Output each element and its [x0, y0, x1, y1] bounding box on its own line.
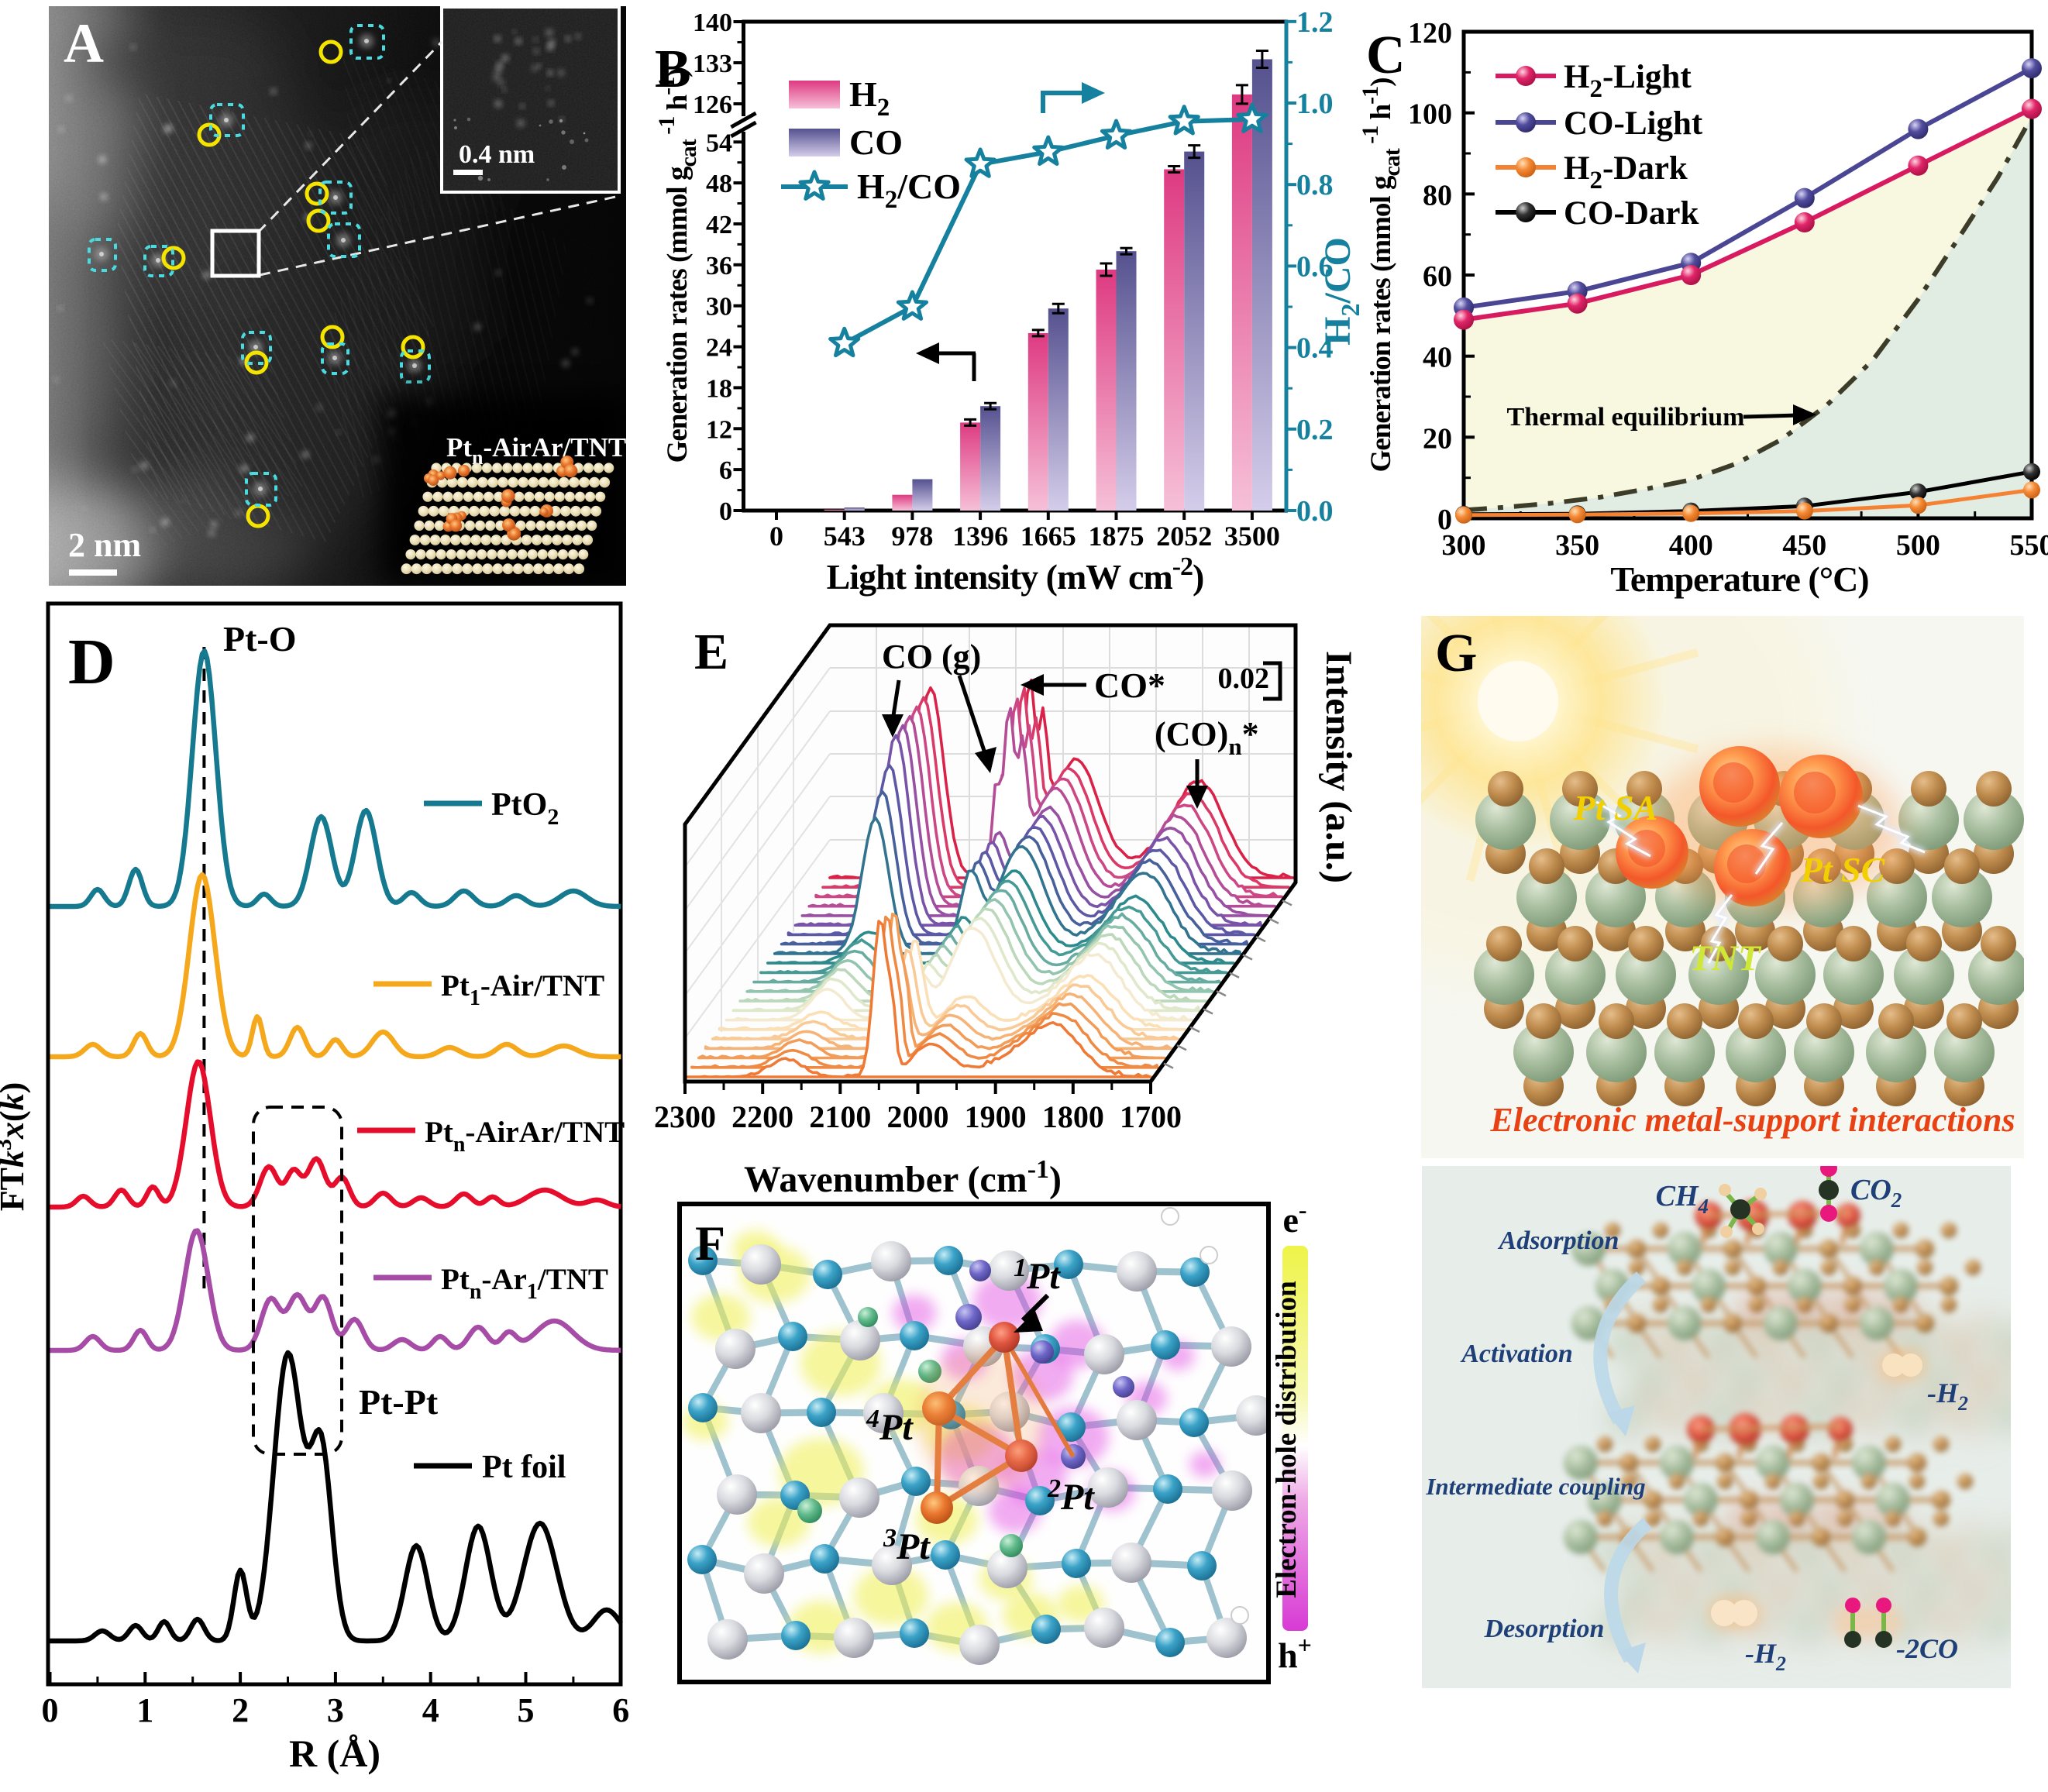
- svg-text:2300: 2300: [654, 1099, 716, 1134]
- svg-text:500: 500: [1896, 529, 1940, 562]
- svg-text:0.4: 0.4: [1296, 332, 1334, 365]
- svg-text:18: 18: [706, 374, 732, 403]
- svg-text:Activation: Activation: [1460, 1340, 1573, 1368]
- svg-text:R (Å): R (Å): [289, 1732, 380, 1775]
- svg-text:30: 30: [706, 293, 732, 322]
- svg-text:CO*: CO*: [1094, 666, 1165, 705]
- svg-text:0.02: 0.02: [1218, 662, 1270, 695]
- svg-text:1800: 1800: [1042, 1099, 1104, 1134]
- svg-text:CO (g): CO (g): [882, 638, 981, 676]
- svg-text:80: 80: [1423, 179, 1452, 212]
- svg-text:5: 5: [518, 1691, 535, 1729]
- svg-text:1700: 1700: [1120, 1099, 1182, 1134]
- svg-text:H2/CO: H2/CO: [1317, 237, 1365, 346]
- svg-text:C: C: [1366, 26, 1406, 85]
- svg-text:0.0: 0.0: [1296, 495, 1334, 528]
- svg-text:2052: 2052: [1156, 521, 1212, 552]
- svg-text:4: 4: [422, 1691, 439, 1729]
- svg-text:FTk3x(k): FTk3x(k): [0, 1082, 31, 1212]
- svg-text:6: 6: [612, 1691, 629, 1729]
- svg-text:Intensity (a.u.): Intensity (a.u.): [1318, 651, 1359, 883]
- svg-text:54: 54: [706, 129, 732, 157]
- svg-text:0.4 nm: 0.4 nm: [459, 140, 535, 169]
- svg-text:40: 40: [1423, 342, 1452, 374]
- svg-text:1.0: 1.0: [1296, 88, 1334, 120]
- svg-text:0.6: 0.6: [1296, 250, 1334, 283]
- svg-text:36: 36: [706, 252, 732, 280]
- svg-text:1.2: 1.2: [1296, 6, 1334, 39]
- svg-text:550: 550: [2010, 529, 2048, 562]
- svg-text:Electronic metal-support inter: Electronic metal-support interactions: [1489, 1101, 2015, 1139]
- svg-text:3500: 3500: [1224, 521, 1280, 552]
- svg-text:G: G: [1435, 624, 1477, 683]
- svg-text:140: 140: [693, 9, 732, 37]
- svg-text:1900: 1900: [965, 1099, 1027, 1134]
- svg-text:2100: 2100: [809, 1099, 871, 1134]
- svg-text:126: 126: [693, 91, 732, 119]
- svg-text:1396: 1396: [952, 521, 1008, 552]
- svg-text:A: A: [64, 12, 104, 74]
- svg-text:D: D: [68, 626, 115, 698]
- svg-text:Wavenumber (cm-1): Wavenumber (cm-1): [744, 1155, 1062, 1200]
- svg-text:Intermediate coupling: Intermediate coupling: [1425, 1473, 1645, 1500]
- svg-text:0: 0: [1437, 504, 1452, 536]
- svg-text:0: 0: [719, 497, 732, 526]
- svg-text:2200: 2200: [731, 1099, 793, 1134]
- svg-text:60: 60: [1423, 260, 1452, 293]
- svg-text:100: 100: [1408, 98, 1452, 131]
- svg-text:1665: 1665: [1021, 521, 1076, 552]
- svg-text:CO-Light: CO-Light: [1564, 105, 1703, 142]
- svg-text:Thermal equilibrium: Thermal equilibrium: [1507, 403, 1745, 432]
- svg-text:CO: CO: [849, 122, 903, 162]
- svg-text:H2/CO: H2/CO: [857, 167, 961, 214]
- svg-text:6: 6: [719, 456, 732, 485]
- svg-text:1875: 1875: [1089, 521, 1144, 552]
- svg-text:3: 3: [327, 1691, 344, 1729]
- svg-text:300: 300: [1442, 529, 1486, 562]
- svg-text:42: 42: [706, 211, 732, 239]
- svg-text:350: 350: [1555, 529, 1599, 562]
- svg-text:Adsorption: Adsorption: [1498, 1226, 1619, 1255]
- svg-text:2: 2: [232, 1691, 249, 1729]
- svg-text:978: 978: [891, 521, 933, 552]
- svg-text:0.8: 0.8: [1296, 169, 1334, 201]
- svg-text:20: 20: [1423, 422, 1452, 455]
- svg-text:24: 24: [706, 334, 732, 363]
- svg-text:0: 0: [769, 521, 783, 552]
- svg-text:0: 0: [42, 1691, 59, 1729]
- svg-text:Light intensity (mW cm-2): Light intensity (mW cm-2): [827, 552, 1204, 597]
- svg-text:Electron-hole distribution: Electron-hole distribution: [1271, 1281, 1303, 1598]
- svg-text:E: E: [694, 624, 728, 680]
- svg-text:2000: 2000: [887, 1099, 949, 1134]
- svg-text:Pt-Pt: Pt-Pt: [359, 1382, 439, 1422]
- svg-text:TNT: TNT: [1689, 938, 1762, 979]
- svg-text:Pt-O: Pt-O: [223, 619, 297, 659]
- svg-text:12: 12: [706, 415, 732, 444]
- svg-text:400: 400: [1669, 529, 1713, 562]
- svg-text:Temperature (°C): Temperature (°C): [1610, 559, 1868, 599]
- svg-text:(CO)n*: (CO)n*: [1155, 715, 1259, 760]
- svg-text:Desorption: Desorption: [1484, 1615, 1605, 1643]
- svg-text:Pt foil: Pt foil: [482, 1450, 566, 1485]
- svg-text:0.2: 0.2: [1296, 414, 1334, 446]
- svg-text:H2: H2: [849, 74, 890, 122]
- svg-text:2 nm: 2 nm: [68, 526, 141, 564]
- svg-text:B: B: [655, 40, 691, 99]
- svg-text:Pt SA: Pt SA: [1573, 788, 1658, 827]
- svg-text:543: 543: [824, 521, 866, 552]
- svg-text:Pt SC: Pt SC: [1800, 850, 1886, 889]
- svg-text:133: 133: [693, 50, 732, 78]
- svg-text:1: 1: [136, 1691, 153, 1729]
- svg-text:48: 48: [706, 170, 732, 198]
- svg-text:-2CO: -2CO: [1896, 1633, 1958, 1664]
- svg-text:F: F: [695, 1216, 725, 1271]
- svg-text:CO-Dark: CO-Dark: [1564, 195, 1699, 232]
- svg-text:450: 450: [1782, 529, 1826, 562]
- svg-text:120: 120: [1408, 17, 1452, 50]
